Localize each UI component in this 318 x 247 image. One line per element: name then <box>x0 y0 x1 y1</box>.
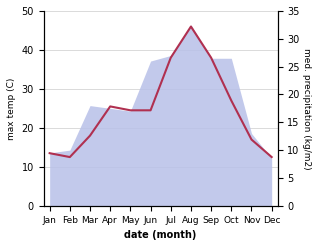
Y-axis label: max temp (C): max temp (C) <box>7 77 16 140</box>
Y-axis label: med. precipitation (kg/m2): med. precipitation (kg/m2) <box>302 48 311 169</box>
X-axis label: date (month): date (month) <box>124 230 197 240</box>
